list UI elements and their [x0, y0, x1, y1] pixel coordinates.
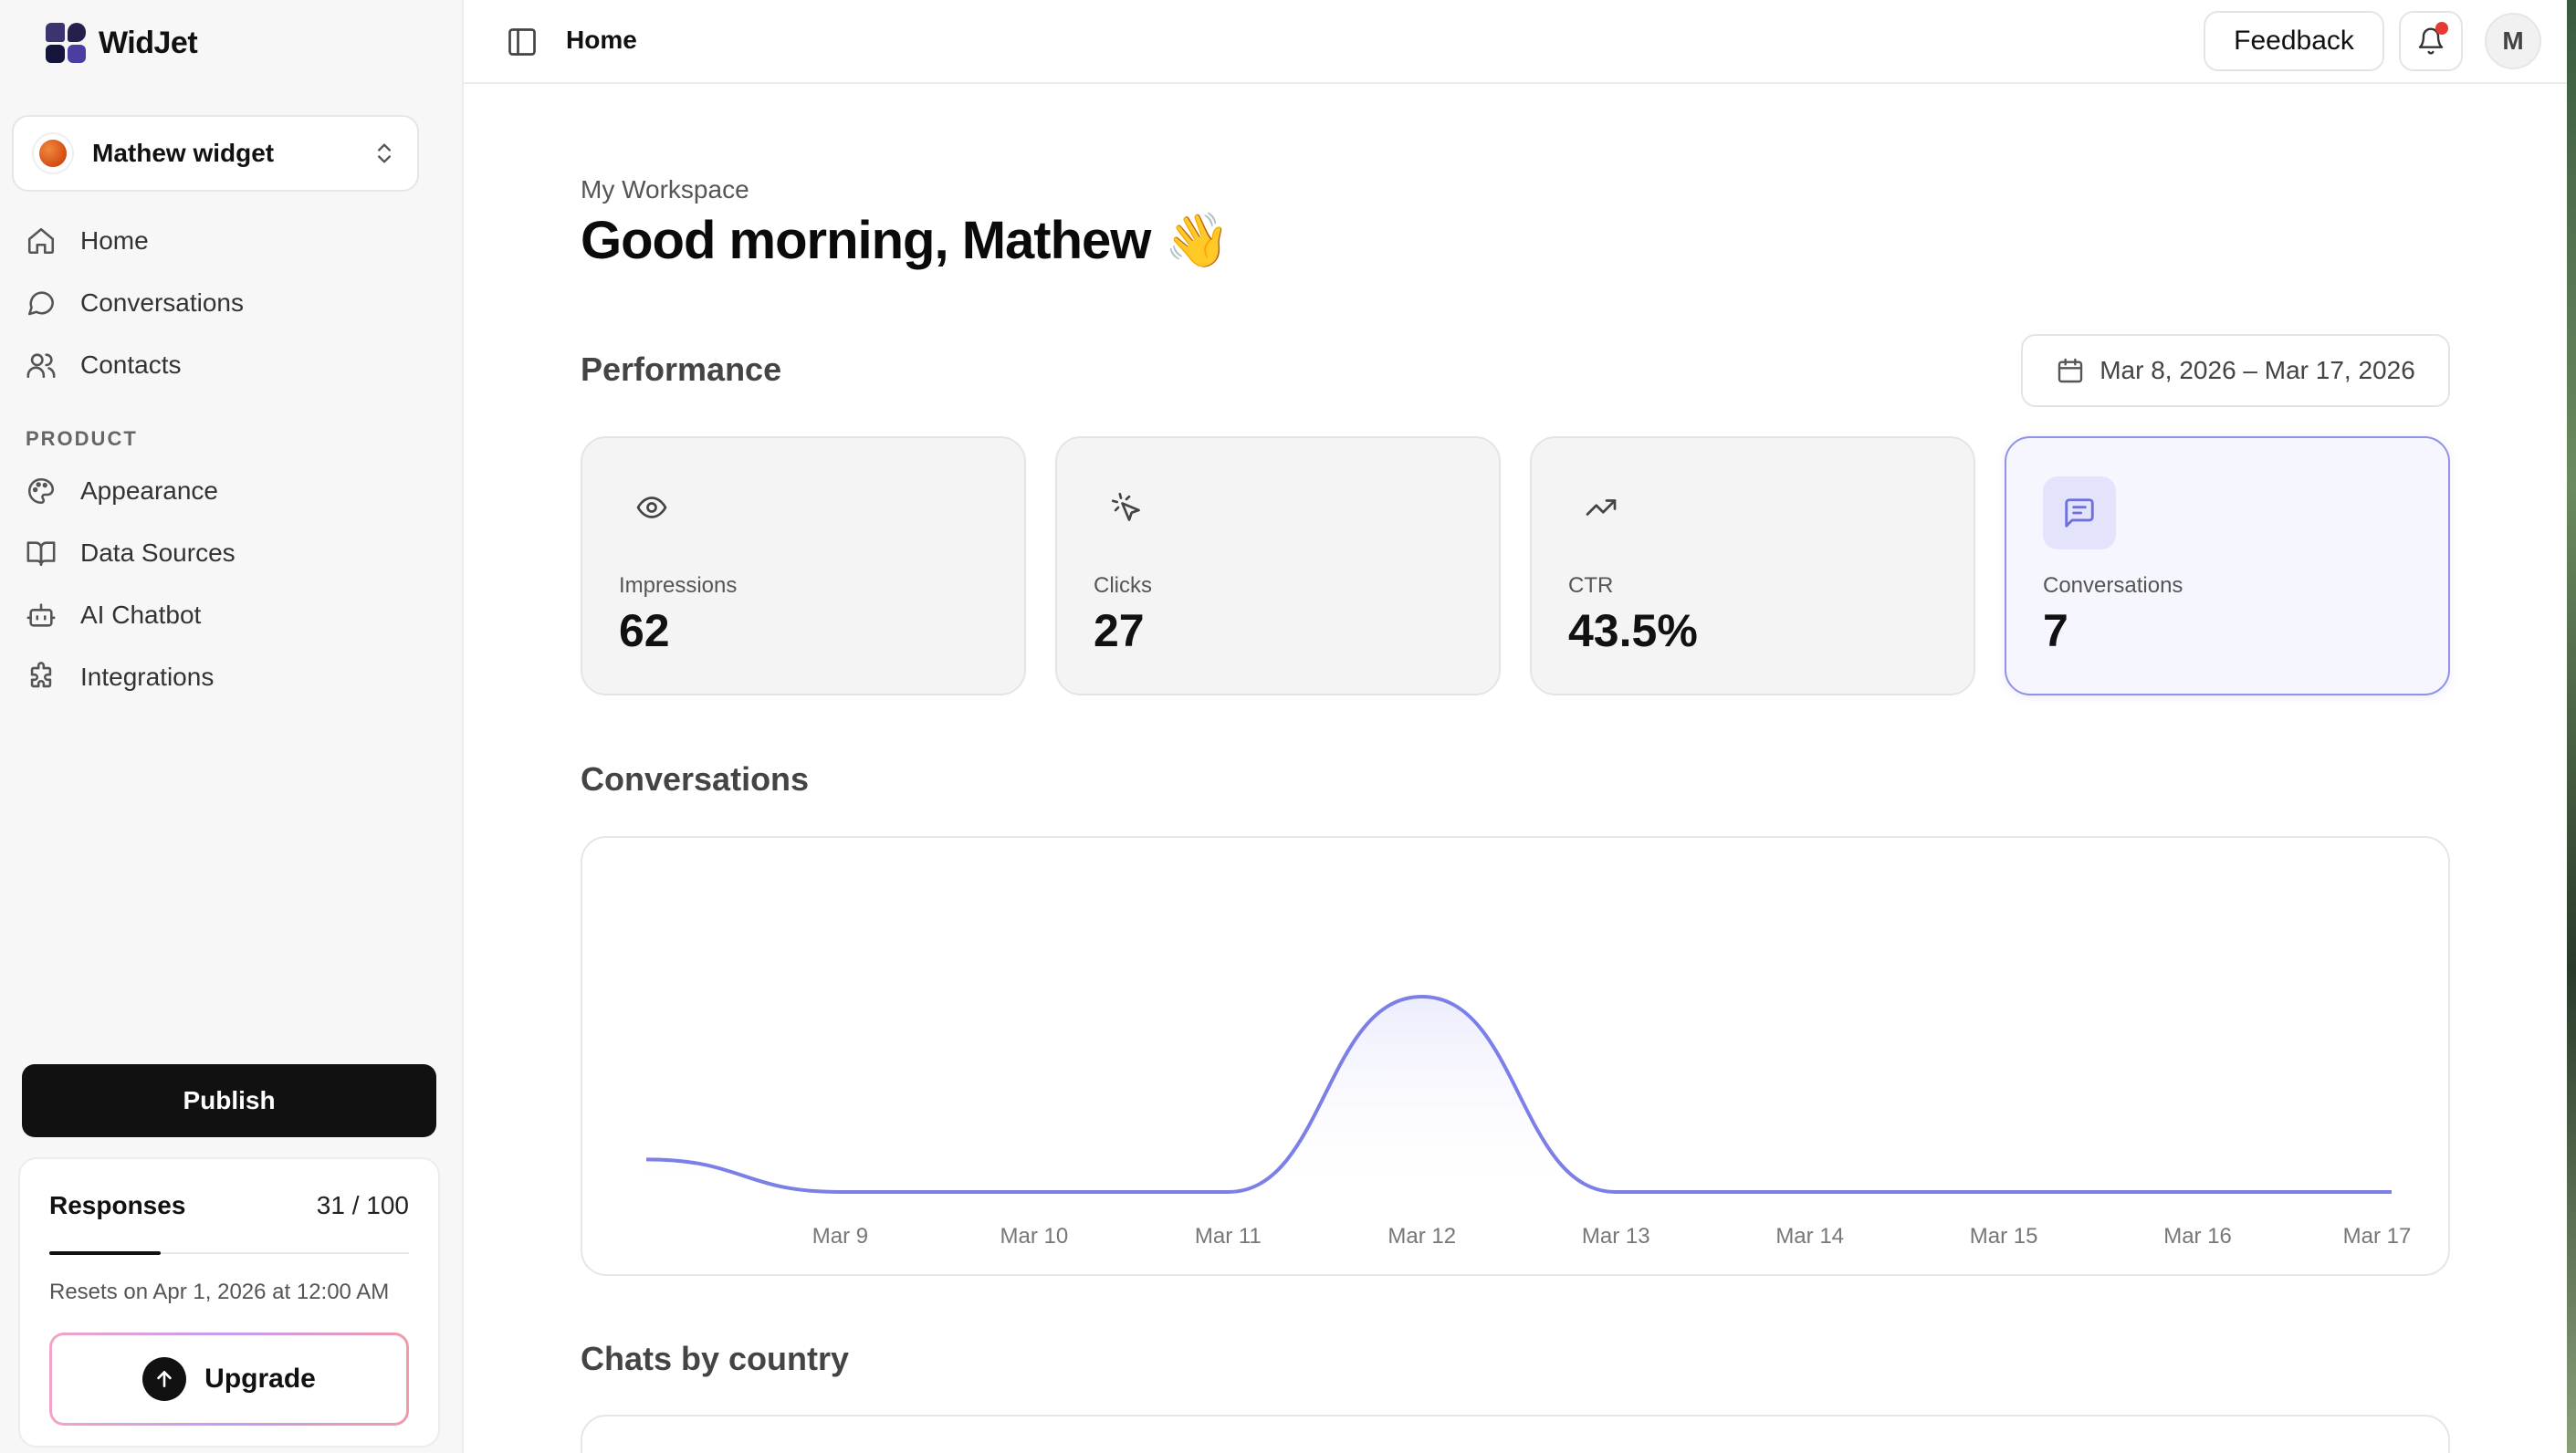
chart-tick-label: Mar 15: [1970, 1224, 2038, 1249]
sidebar-item-label: Conversations: [80, 288, 244, 317]
bell-icon: [2418, 27, 2444, 55]
trending-up-icon: [1586, 499, 1617, 516]
upgrade-button[interactable]: Upgrade: [49, 1333, 409, 1426]
feedback-button[interactable]: Feedback: [2204, 11, 2384, 71]
home-icon: [27, 227, 55, 255]
brand-name: WidJet: [99, 25, 198, 60]
main-content: My Workspace Good morning, Mathew 👋 Perf…: [464, 84, 2576, 1453]
upgrade-label: Upgrade: [204, 1364, 316, 1394]
chart-tick-label: Mar 14: [1775, 1224, 1844, 1249]
desktop-edge: [2567, 0, 2576, 1453]
sidebar-item-home[interactable]: Home: [0, 210, 464, 272]
stat-label: Clicks: [1094, 573, 1152, 598]
top-bar: Home Feedback M: [464, 0, 2576, 84]
date-range-picker[interactable]: Mar 8, 2026 – Mar 17, 2026: [2021, 334, 2450, 407]
palette-icon: [27, 477, 55, 505]
nav-section-product: PRODUCT: [26, 427, 138, 450]
usage-count: 31 / 100: [316, 1191, 409, 1219]
conversations-chart-title: Conversations: [581, 760, 810, 798]
chats-by-country-card: [581, 1415, 2450, 1453]
puzzle-icon: [30, 662, 52, 688]
page-title: Home: [566, 26, 637, 54]
conversations-chart-svg: Mar 9 Mar 10 Mar 11 Mar 12 Mar 13 Mar 14 Mar 1…: [645, 994, 2412, 1249]
arrow-up-icon: [142, 1357, 187, 1401]
stat-value: 62: [619, 605, 670, 656]
widget-selector[interactable]: Mathew widget: [12, 115, 419, 192]
calendar-icon: [2058, 358, 2083, 383]
mouse-pointer-click-icon: [1111, 492, 1140, 521]
notifications-button[interactable]: [2399, 11, 2463, 71]
stat-card-conversations[interactable]: Conversations 7: [2005, 436, 2450, 695]
chart-tick-label: Mar 13: [1582, 1224, 1650, 1249]
sidebar-item-label: Appearance: [80, 476, 219, 505]
widget-avatar: [34, 134, 72, 172]
usage-header: Responses 31 / 100: [49, 1159, 409, 1255]
stat-card-clicks[interactable]: Clicks 27: [1055, 436, 1501, 695]
chart-tick-label: Mar 16: [2163, 1224, 2232, 1249]
usage-title: Responses: [49, 1191, 186, 1219]
sidebar: WidJet Mathew widget Home Conversations …: [0, 0, 464, 1453]
chart-tick-label: Mar 11: [1195, 1224, 1262, 1249]
usage-card: Responses 31 / 100 Resets on Apr 1, 2026…: [18, 1157, 440, 1448]
sidebar-item-appearance[interactable]: Appearance: [0, 460, 464, 522]
usage-reset-text: Resets on Apr 1, 2026 at 12:00 AM: [49, 1280, 390, 1304]
sidebar-item-conversations[interactable]: Conversations: [0, 272, 464, 334]
chart-tick-label: Mar 9: [812, 1224, 868, 1249]
sidebar-item-label: Data Sources: [80, 538, 236, 567]
widjet-logo-icon: [46, 23, 86, 63]
notification-dot: [2435, 22, 2448, 35]
sidebar-item-label: Home: [80, 226, 149, 255]
stat-label: Conversations: [2043, 573, 2183, 598]
greeting-heading: Good morning, Mathew 👋: [581, 211, 1230, 270]
sidebar-item-ai-chatbot[interactable]: AI Chatbot: [0, 584, 464, 646]
chart-series-line: [645, 994, 2392, 1194]
chart-tick-label: Mar 12: [1387, 1224, 1456, 1249]
stat-value: 27: [1094, 605, 1145, 656]
widget-name: Mathew widget: [92, 139, 275, 167]
publish-button[interactable]: Publish: [22, 1064, 436, 1137]
bot-icon: [26, 603, 56, 627]
sidebar-item-label: Integrations: [80, 663, 215, 691]
sidebar-item-label: AI Chatbot: [80, 601, 202, 629]
stat-icon-container: [2043, 476, 2116, 549]
message-circle-icon: [27, 291, 55, 316]
sidebar-item-contacts[interactable]: Contacts: [0, 334, 464, 396]
stat-value: 7: [2043, 605, 2068, 656]
sidebar-item-data-sources[interactable]: Data Sources: [0, 522, 464, 584]
chart-tick-label: Mar 17: [2343, 1224, 2412, 1249]
sidebar-toggle-icon[interactable]: [506, 26, 539, 58]
workspace-label: My Workspace: [581, 175, 749, 204]
stat-label: CTR: [1568, 573, 1614, 598]
book-open-icon: [26, 541, 56, 567]
usage-progress-bar: [49, 1251, 162, 1255]
chats-by-country-title: Chats by country: [581, 1340, 850, 1377]
chart-tick-label: Mar 10: [1000, 1224, 1069, 1249]
performance-title: Performance: [581, 350, 782, 388]
sidebar-nav: Home Conversations Contacts PRODUCT Appe…: [0, 210, 464, 708]
stat-value: 43.5%: [1568, 605, 1698, 656]
date-range-text: Mar 8, 2026 – Mar 17, 2026: [2100, 356, 2415, 384]
sidebar-item-integrations[interactable]: Integrations: [0, 646, 464, 708]
eye-icon: [636, 497, 667, 518]
user-avatar[interactable]: M: [2485, 13, 2541, 69]
chevrons-up-down-icon: [378, 143, 391, 163]
conversations-chart: Mar 9 Mar 10 Mar 11 Mar 12 Mar 13 Mar 14 Mar 1…: [581, 836, 2450, 1276]
stat-card-ctr[interactable]: CTR 43.5%: [1530, 436, 1975, 695]
brand[interactable]: WidJet: [46, 22, 198, 64]
sidebar-item-label: Contacts: [80, 350, 182, 379]
stat-card-impressions[interactable]: Impressions 62: [581, 436, 1026, 695]
stat-label: Impressions: [619, 573, 738, 598]
message-square-icon: [2065, 498, 2094, 528]
users-icon: [26, 353, 56, 379]
